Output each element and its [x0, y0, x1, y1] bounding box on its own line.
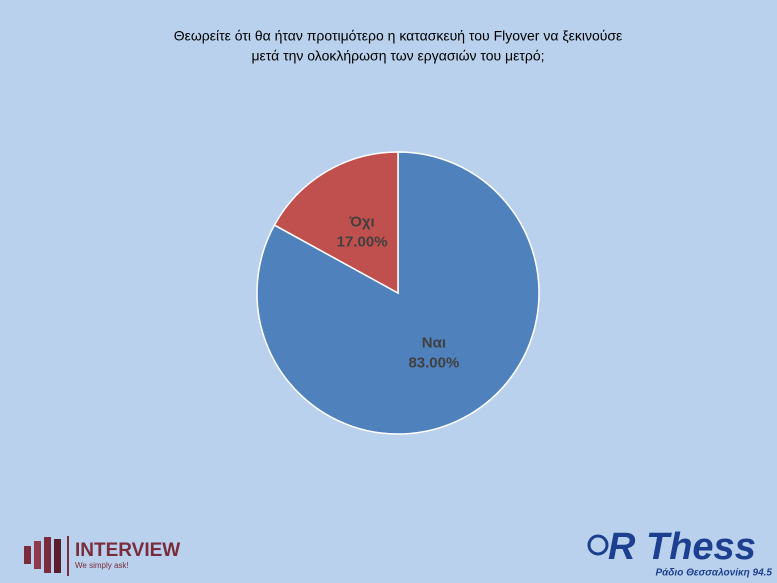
logo-icon [587, 534, 609, 556]
logo-name: INTERVIEW [75, 540, 180, 561]
logo-tagline: Ράδιο Θεσσαλονίκη 94.5 [655, 568, 772, 579]
chart-title: μετά την ολοκλήρωση των εργασιών του μετ… [251, 48, 544, 64]
logo-rthess: R Thess Ράδιο Θεσσαλονίκη 94.5 [587, 526, 772, 579]
logo-tagline: We simply ask! [75, 561, 129, 570]
logo-bar [44, 537, 51, 573]
slice-label: Ναι [422, 335, 446, 352]
logo-bar [54, 539, 61, 573]
logo-bar [24, 546, 31, 564]
logo-name: R Thess [608, 526, 756, 568]
data-label: 83.00% [408, 355, 459, 372]
data-label: 17.00% [337, 233, 388, 250]
slice-label: Όχι [349, 213, 375, 230]
logo-bar [34, 541, 41, 569]
logo-interview: INTERVIEW We simply ask! [24, 536, 180, 576]
pie-slice [273, 151, 399, 295]
chart-title: Θεωρείτε ότι θα ήταν προτιμότερο η κατασ… [174, 28, 623, 44]
